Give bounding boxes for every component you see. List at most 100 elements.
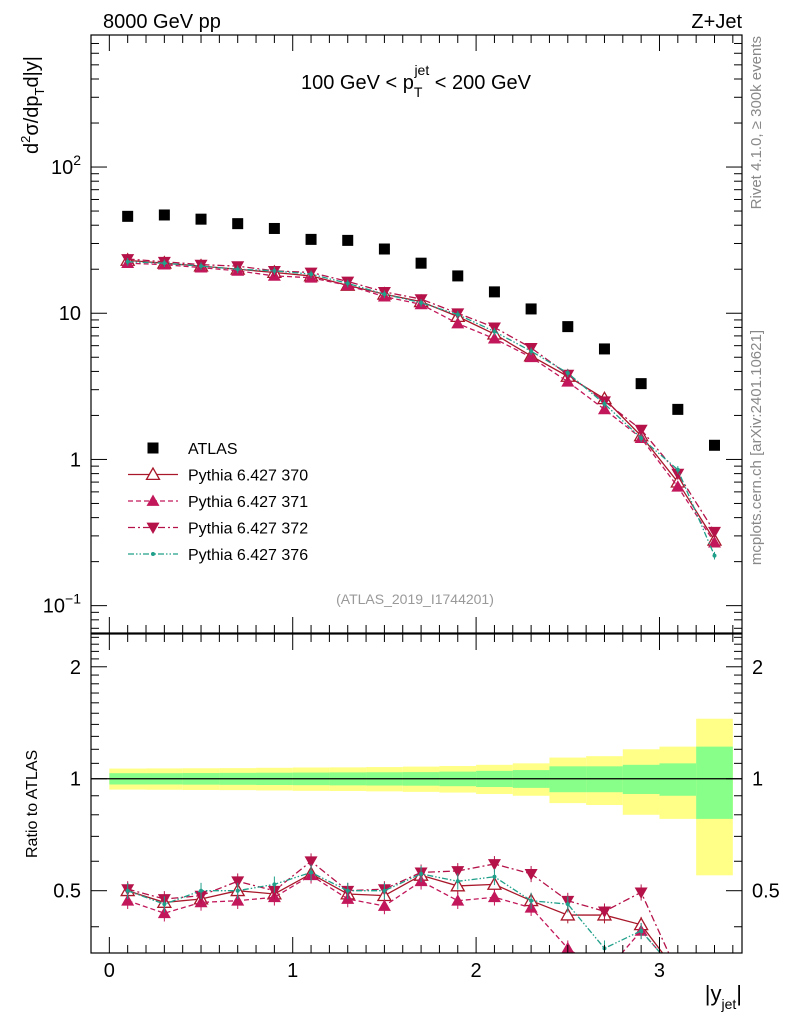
ratio-panel-frame [90,633,743,954]
series-point [639,436,644,441]
series-point [487,332,501,344]
ratio-point [309,870,314,875]
ratio-point [235,888,240,893]
atlas-point [452,270,464,282]
series-point [345,281,350,286]
ratio-band-inner [696,746,733,819]
legend-marker [151,552,155,556]
series-point [524,350,538,363]
ratio-point [671,968,684,979]
ratio-y-tick-label: 0.5 [53,881,81,903]
ratio-content [91,718,742,979]
y-tick-label: 10 [59,303,81,325]
title-sup: jet [413,62,429,78]
legend-label: Pythia 6.427 376 [188,547,308,564]
atlas-point [378,243,390,255]
atlas-point [562,321,574,333]
series-point [712,553,717,558]
series-point [602,401,607,406]
ratio-y-tick-label: 1 [70,769,81,791]
atlas-point [158,209,170,221]
atlas-point [268,222,280,234]
ratio-point [451,866,465,878]
atlas-point [232,218,244,230]
atlas-point [305,233,317,245]
atlas-point [635,378,647,390]
legend-marker [146,522,160,534]
y-tick-exp: −1 [65,591,81,607]
x-label-main: |y [705,981,722,1006]
ratio-point [671,967,684,978]
series-point [272,268,277,273]
ratio-point [597,906,611,918]
series-point [455,312,460,317]
ratio-point [382,888,387,893]
y-tick-label: 10−1 [43,591,81,618]
y-tick-label: 1 [70,449,81,471]
legend-entry-2: Pythia 6.427 372 [128,521,308,538]
analysis-id-label: (ATLAS_2019_I1744201) [336,591,494,607]
series-point [125,259,130,264]
ratio-point [419,871,424,876]
atlas-point [672,403,684,415]
legend-entry-1: Pythia 6.427 371 [128,494,308,511]
atlas-point [122,210,134,222]
ylabel-d: d [21,143,43,154]
ylabel-2: 2 [18,136,33,143]
ratio-y-tick-label-right: 0.5 [752,881,780,903]
main-y-label: d2σ/dpTd|y| [18,56,47,154]
series-point [451,317,465,329]
ratio-point [377,899,391,911]
x-label-sub: jet [720,996,736,1012]
ratio-band-inner [659,763,697,796]
atlas-point [195,213,207,225]
main-panel-frame [90,34,743,634]
legend-label: Pythia 6.427 371 [188,494,308,511]
x-label-end: | [736,981,742,1006]
ratio-point [524,868,538,881]
legend-entry-atlas: ATLAS [147,441,238,458]
ratio-point [199,888,204,893]
atlas-point [598,343,610,355]
ratio-point [121,894,135,906]
ratio-y-axis: 0.5 0.5 1 1 2 2 [53,636,780,928]
ratio-point [231,876,245,888]
y-tick-label: 102 [51,152,81,179]
y-tick-base: 10 [51,157,73,179]
ratio-line [127,860,670,953]
ylabel-T: T [32,87,47,95]
ratio-y-tick-label: 2 [70,657,81,679]
y-tick-base: 10 [43,596,65,618]
ratio-point [487,859,501,871]
series-point [235,267,240,272]
series-point [162,261,167,266]
main-content [120,209,723,560]
ratio-point [487,890,501,903]
ratio-point [560,907,576,921]
atlas-point [342,234,354,246]
ratio-point [125,888,130,893]
ratio-x-axis: 0 1 2 3 [104,634,734,982]
legend: ATLAS Pythia 6.427 370 Pythia 6.427 371 Pyt… [128,441,308,564]
y-tick-exp: 2 [73,152,81,168]
rivet-version-label: Rivet 4.1.0, ≥ 300k events [748,36,765,209]
ratio-point [565,902,570,907]
ratio-point [304,856,318,868]
legend-entry-3: Pythia 6.427 376 [128,547,308,564]
ratio-y-label: Ratio to ATLAS [24,750,41,858]
main-title: 100 GeV < pTjet < 200 GeV [301,62,532,100]
legend-label: Pythia 6.427 372 [188,521,308,538]
title-part-2: < 200 GeV [429,72,531,94]
legend-marker [146,494,160,506]
x-axis-label: |yjet| [705,981,742,1012]
series-point [597,402,611,415]
legend-label-atlas: ATLAS [188,441,238,458]
series-3-main [125,258,717,560]
series-point [309,272,314,277]
x-tick-label: 3 [654,960,665,982]
mcplots-label: mcplots.cern.ch [arXiv:2401.10621] [748,330,765,565]
y-tick-base: 1 [70,449,81,471]
atlas-point [525,303,537,315]
